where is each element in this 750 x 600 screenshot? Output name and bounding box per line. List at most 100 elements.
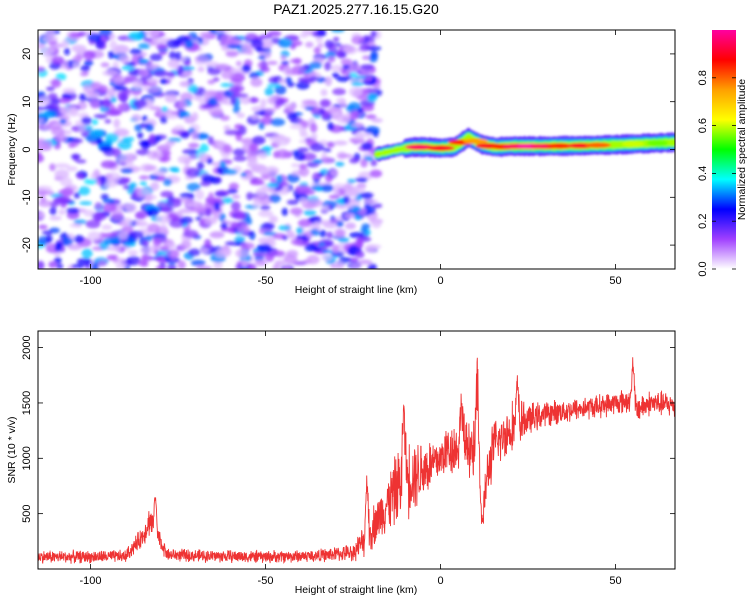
spectrogram-noise-blob xyxy=(207,79,216,85)
spectrogram-noise-blob xyxy=(62,237,73,247)
spectrogram-noise-blob xyxy=(317,43,324,48)
spectrogram-noise-blob xyxy=(69,107,80,117)
spectrogram-noise-blob xyxy=(71,44,87,53)
spectrogram-noise-blob xyxy=(123,177,131,183)
spectrogram-noise-blob xyxy=(368,53,378,63)
spectrogram-noise-blob xyxy=(350,139,366,144)
snr-x-tick-label: 50 xyxy=(609,575,621,587)
spectrogram-noise-blob xyxy=(286,230,295,239)
spectrogram-noise-blob xyxy=(224,129,239,136)
spectrogram-noise-blob xyxy=(141,115,148,122)
spectrogram-noise-blob xyxy=(85,219,101,229)
colorbar-tick-label: 0.8 xyxy=(697,70,709,85)
spectrogram-noise-blob xyxy=(179,111,191,118)
spectrogram-noise-blob xyxy=(215,249,231,258)
spectrogram-noise-blob xyxy=(128,31,144,41)
spectrogram-noise-blob xyxy=(274,84,287,95)
colorbar: 0.0 0.2 0.4 0.6 0.8 Normalized spectral ampl… xyxy=(697,30,748,277)
snr-panel: -100 -50 0 50 500 1000 1500 2000 Height of stra… xyxy=(6,330,676,596)
spectrogram-noise-blob xyxy=(198,152,208,162)
spectrogram-noise-blob xyxy=(148,133,156,143)
spectrogram-noise-blob xyxy=(358,185,366,193)
spectrogram-noise-blob xyxy=(245,217,253,226)
spectrogram-noise-blob xyxy=(49,163,56,171)
spectrogram-noise-blob xyxy=(51,78,62,88)
spectrogram-signal-peak xyxy=(463,138,488,144)
spectrogram-noise-blob xyxy=(235,131,243,142)
spectrogram-noise-blob xyxy=(204,238,212,249)
spectrogram-noise-blob xyxy=(306,254,320,265)
spectrogram-noise-blob xyxy=(147,64,158,71)
spectrogram-noise-blob xyxy=(166,265,178,269)
spectrogram-noise-blob xyxy=(58,97,71,104)
spectrogram-noise-blob xyxy=(161,106,169,112)
spectrogram-noise-blob xyxy=(236,112,245,118)
spectrogram-noise-blob xyxy=(291,66,298,76)
spectrogram-noise-blob xyxy=(188,142,200,149)
spectrogram-noise-blob xyxy=(215,93,223,102)
snr-x-tick-label: 0 xyxy=(437,575,443,587)
spectrogram-noise-blob xyxy=(286,173,300,183)
spectrogram-noise-blob xyxy=(48,261,57,269)
snr-x-label: Height of straight line (km) xyxy=(295,584,418,596)
spectrogram-noise-blob xyxy=(264,166,280,176)
spectrogram-noise-blob xyxy=(342,195,351,205)
spectrogram-noise-blob xyxy=(49,206,57,216)
spectrogram-noise-blob xyxy=(171,110,179,115)
spectrogram-noise-blob xyxy=(351,35,365,45)
spectrogram-noise-blob xyxy=(319,229,327,238)
spectrogram-noise-blob xyxy=(38,152,43,163)
spectrogram-noise-blob xyxy=(250,77,263,88)
spectrogram-noise-blob xyxy=(112,77,125,83)
spectrogram-noise-blob xyxy=(41,230,53,235)
spectrogram-noise-blob xyxy=(190,259,206,267)
spectrogram-noise-blob xyxy=(181,239,192,250)
spectrogram-signal-peak xyxy=(426,145,455,151)
spectrogram-noise-blob xyxy=(336,204,348,210)
spectrogram-noise-blob xyxy=(164,93,178,103)
spectrogram-noise-blob xyxy=(359,44,371,52)
spectrogram-noise-blob xyxy=(108,50,115,60)
spectrogram-noise-blob xyxy=(293,151,306,161)
snr-x-tick-label: -50 xyxy=(258,575,274,587)
spectrogram-noise-blob xyxy=(347,178,356,184)
spectrogram-noise-blob xyxy=(253,198,261,208)
spectrogram-noise-blob xyxy=(252,135,266,145)
spectrogram-noise-blob xyxy=(336,114,352,124)
spectrogram-noise-blob xyxy=(82,50,96,60)
spectrogram-noise-blob xyxy=(210,176,222,185)
spectrogram-noise-blob xyxy=(258,210,274,218)
spectrogram-noise-blob xyxy=(218,212,226,222)
spectrogram-noise-blob xyxy=(184,40,194,49)
spectrogram-noise-blob xyxy=(211,111,224,116)
spectrogram-noise-blob xyxy=(193,95,202,101)
spectrogram-noise-blob xyxy=(77,257,93,266)
spectrogram-noise-blob xyxy=(137,132,144,139)
spectrogram-noise-blob xyxy=(270,118,286,127)
spectrogram-noise-blob xyxy=(89,98,100,109)
spectrogram-noise-blob xyxy=(102,98,111,108)
spectrogram-noise-blob xyxy=(79,93,87,102)
spectrogram-noise-blob xyxy=(281,235,289,241)
spectrogram-noise-blob xyxy=(127,249,139,256)
spectrogram-noise-blob xyxy=(112,147,122,158)
spectrogram-noise-blob xyxy=(240,242,255,250)
spectrogram-noise-blob xyxy=(275,174,283,184)
spectrogram-noise-blob xyxy=(199,143,209,154)
spectrogram-noise-blob xyxy=(309,123,318,133)
chart-title: PAZ1.2025.277.16.15.G20 xyxy=(273,1,439,17)
snr-x-tick-label: -100 xyxy=(79,575,101,587)
spectrogram-noise-blob xyxy=(290,238,303,246)
spectrogram-noise-blob xyxy=(227,39,243,45)
spectrogram-noise-blob xyxy=(72,153,79,162)
spectrogram-noise-blob xyxy=(322,147,332,153)
spectrogram-noise-blob xyxy=(103,236,119,245)
spectrogram-noise-blob xyxy=(63,47,71,56)
spectrogram-noise-blob xyxy=(283,255,298,265)
spectrogram-noise-blob xyxy=(38,118,45,124)
spectrogram-noise-blob xyxy=(98,85,109,94)
spectrogram-noise-blob xyxy=(227,188,238,194)
spectrogram-noise-blob xyxy=(336,97,345,104)
spectrogram-noise-blob xyxy=(83,59,94,66)
spectrogram-noise-blob xyxy=(117,91,129,102)
